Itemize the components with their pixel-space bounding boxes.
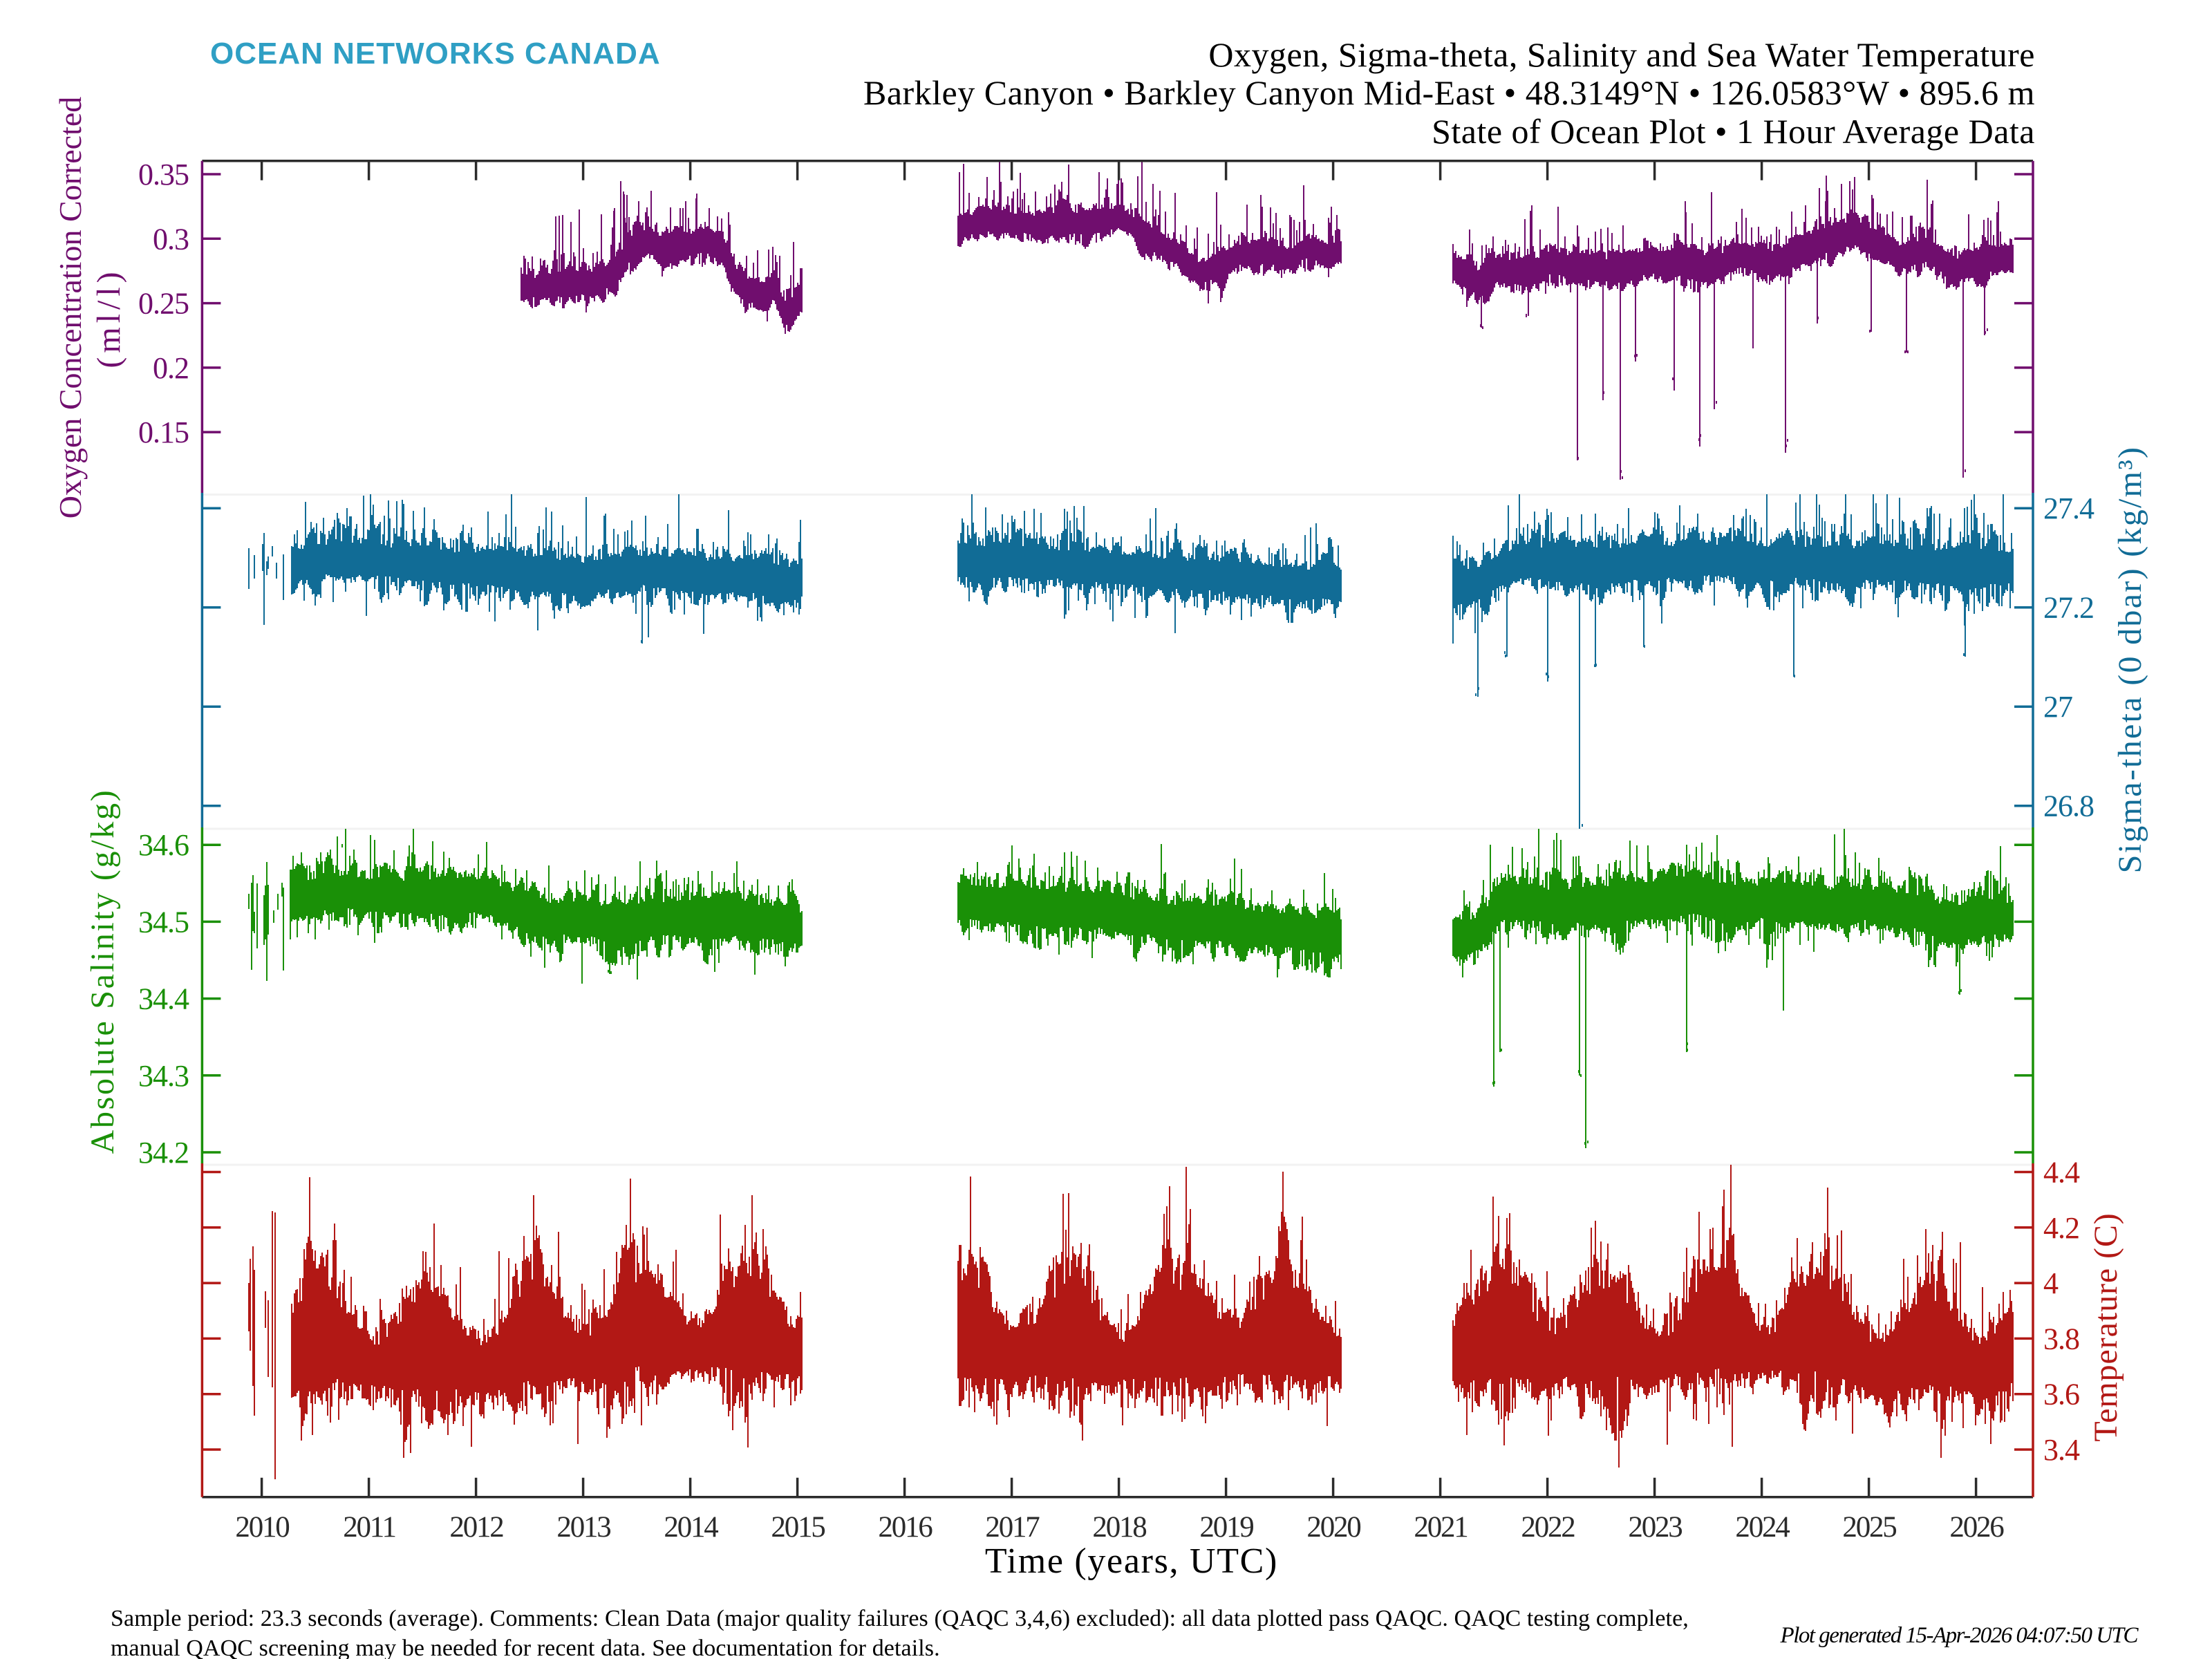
svg-text:3.4: 3.4 [2043, 1433, 2080, 1467]
svg-text:4.4: 4.4 [2043, 1156, 2080, 1190]
svg-text:2023: 2023 [1628, 1511, 1682, 1544]
svg-text:2012: 2012 [449, 1511, 503, 1544]
svg-text:2013: 2013 [556, 1511, 610, 1544]
svg-text:2018: 2018 [1092, 1511, 1146, 1544]
svg-text:3.6: 3.6 [2043, 1378, 2079, 1412]
svg-text:34.4: 34.4 [138, 982, 189, 1016]
svg-text:(ml/l): (ml/l) [91, 268, 127, 368]
svg-text:Sample period: 23.3 seconds (a: Sample period: 23.3 seconds (average). C… [111, 1606, 1689, 1631]
svg-text:State of Ocean Plot • 1 Hour A: State of Ocean Plot • 1 Hour Average Dat… [1432, 112, 2035, 151]
svg-text:34.6: 34.6 [138, 828, 189, 862]
svg-text:4.2: 4.2 [2043, 1211, 2079, 1245]
svg-text:2021: 2021 [1414, 1511, 1467, 1544]
svg-text:Time (years, UTC): Time (years, UTC) [985, 1541, 1278, 1581]
svg-text:3.8: 3.8 [2043, 1322, 2079, 1356]
svg-text:27.2: 27.2 [2043, 591, 2094, 625]
svg-text:Oxygen Concentration Corrected: Oxygen Concentration Corrected [53, 97, 88, 519]
svg-text:4: 4 [2043, 1266, 2059, 1300]
svg-text:manual QAQC screening may be n: manual QAQC screening may be needed for … [111, 1635, 940, 1659]
svg-text:26.8: 26.8 [2043, 789, 2094, 823]
svg-text:Sigma-theta (0 dbar) (kg/m³): Sigma-theta (0 dbar) (kg/m³) [2112, 446, 2148, 874]
svg-text:0.15: 0.15 [138, 415, 189, 449]
svg-text:Plot generated 15-Apr-2026 04:: Plot generated 15-Apr-2026 04:07:50 UTC [1780, 1623, 2139, 1648]
svg-text:34.5: 34.5 [138, 905, 189, 939]
svg-text:2016: 2016 [878, 1511, 932, 1544]
svg-text:0.2: 0.2 [153, 351, 189, 385]
svg-text:Temperature (C): Temperature (C) [2088, 1212, 2124, 1441]
svg-text:2014: 2014 [664, 1511, 718, 1544]
svg-text:2010: 2010 [235, 1511, 289, 1544]
svg-text:2019: 2019 [1199, 1511, 1253, 1544]
svg-text:27.4: 27.4 [2043, 491, 2094, 525]
svg-text:27: 27 [2043, 690, 2072, 724]
svg-text:34.2: 34.2 [138, 1136, 189, 1170]
svg-text:0.3: 0.3 [153, 222, 189, 256]
svg-text:2015: 2015 [771, 1511, 825, 1544]
svg-text:OCEAN NETWORKS CANADA: OCEAN NETWORKS CANADA [210, 37, 661, 71]
svg-text:0.35: 0.35 [138, 158, 189, 191]
svg-text:34.3: 34.3 [138, 1059, 189, 1093]
svg-text:2024: 2024 [1735, 1511, 1790, 1544]
svg-text:2020: 2020 [1306, 1511, 1360, 1544]
svg-text:2026: 2026 [1949, 1511, 2004, 1544]
svg-text:2017: 2017 [985, 1511, 1040, 1544]
svg-text:Barkley Canyon • Barkley Canyo: Barkley Canyon • Barkley Canyon Mid-East… [863, 73, 2035, 112]
svg-text:Absolute Salinity (g/kg): Absolute Salinity (g/kg) [84, 789, 121, 1154]
svg-text:2022: 2022 [1521, 1511, 1575, 1544]
svg-text:Oxygen, Sigma-theta, Salinity: Oxygen, Sigma-theta, Salinity and Sea Wa… [1208, 35, 2035, 74]
svg-text:2011: 2011 [343, 1511, 395, 1544]
svg-text:0.25: 0.25 [138, 287, 189, 321]
svg-text:2025: 2025 [1842, 1511, 1896, 1544]
